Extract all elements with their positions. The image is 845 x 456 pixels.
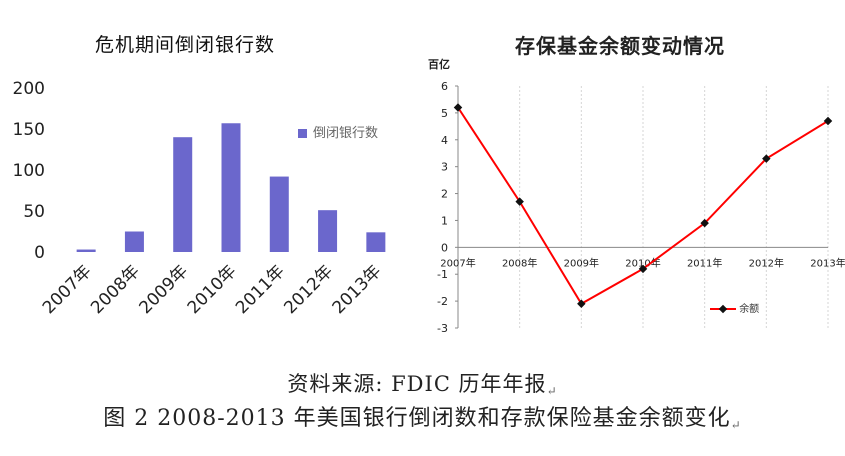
figure-caption: 图 2 2008-2013 年美国银行倒闭数和存款保险基金余额变化↵ [0,400,845,432]
right-y-tick-label: 5 [441,107,448,120]
legend-swatch [298,129,307,138]
right-y-tick-label: 1 [441,214,448,227]
right-x-tick-label: 2010年 [625,256,660,269]
left-x-tick-label: 2013年 [329,261,386,318]
bar-2010年 [221,123,241,252]
source-text: 资料来源: FDIC 历年年报 [287,372,547,396]
right-y-tick-label: -2 [437,295,448,308]
left-chart-title: 危机期间倒闭银行数 [95,34,276,56]
left-x-tick-label: 2012年 [280,261,337,318]
right-chart-svg: -3 -2 -1 0 1 2 3 4 5 6 2007年 2008年 2009年 2010年 2011年 20… [437,80,845,335]
right-y-tick-label: -1 [437,268,448,281]
right-x-tick-label: 2007年 [440,256,475,269]
balance-point-2012年 [762,154,771,163]
return-mark: ↵ [546,384,558,398]
left-x-tick-label: 2007年 [39,261,96,318]
right-chart-title: 存保基金余额变动情况 [515,34,725,58]
left-y-tick-label: 50 [23,202,45,222]
right-y-tick-label: 3 [441,161,448,174]
left-y-tick-label: 0 [34,243,45,263]
bar-2009年 [173,137,193,252]
left-y-tick-label: 200 [13,79,45,99]
bar-2012年 [318,210,338,252]
right-y-tick-label: 6 [441,80,448,93]
right-legend-label: 余额 [739,304,760,315]
right-x-tick-label: 2011年 [687,256,722,269]
left-x-tick-label: 2009年 [135,261,192,318]
right-y-tick-label: -3 [437,322,448,335]
balance-point-2007年 [453,103,463,112]
left-legend-label: 倒闭银行数 [313,126,379,141]
bar-2008年 [124,231,144,252]
left-y-tick-label: 150 [13,120,45,140]
left-x-tick-label: 2008年 [87,261,144,318]
balance-point-2008年 [515,197,524,206]
bar-2013年 [366,232,386,252]
legend-line-marker [710,304,736,314]
right-x-tick-label: 2012年 [749,256,784,269]
right-y-tick-label: 4 [441,134,448,147]
balance-point-2010年 [638,264,648,274]
left-legend: 倒闭银行数 [298,122,378,141]
right-x-tick-label: 2009年 [564,256,599,269]
source-caption: 资料来源: FDIC 历年年报↵ [0,368,845,398]
bank-failures-chart: 危机期间倒闭银行数 0 50 100 150 200 2007年 2008年 2009年 201… [0,0,430,340]
bar-2011年 [269,176,289,252]
return-mark: ↵ [730,418,742,432]
right-y-tick-label: 0 [441,241,448,254]
right-x-tick-label: 2013年 [810,256,845,269]
right-y-tick-label: 2 [441,188,448,201]
right-unit-label: 百亿 [428,58,450,71]
bar-2007年 [76,249,96,252]
left-y-tick-label: 100 [13,161,45,181]
balance-point-2011年 [700,218,709,228]
left-chart-svg: 0501001502002007年2008年2009年2010年2011年201… [13,79,386,318]
left-x-tick-label: 2010年 [184,261,241,318]
balance-point-2009年 [577,299,586,309]
figure-text: 图 2 2008-2013 年美国银行倒闭数和存款保险基金余额变化 [103,406,731,431]
left-x-tick-label: 2011年 [232,261,289,318]
right-x-tick-label: 2008年 [502,256,537,269]
right-legend: 余额 [710,300,759,315]
fund-balance-chart: 存保基金余额变动情况 百亿 -3 -2 -1 0 1 2 3 4 5 6 2007年 2008年 200… [410,0,845,340]
